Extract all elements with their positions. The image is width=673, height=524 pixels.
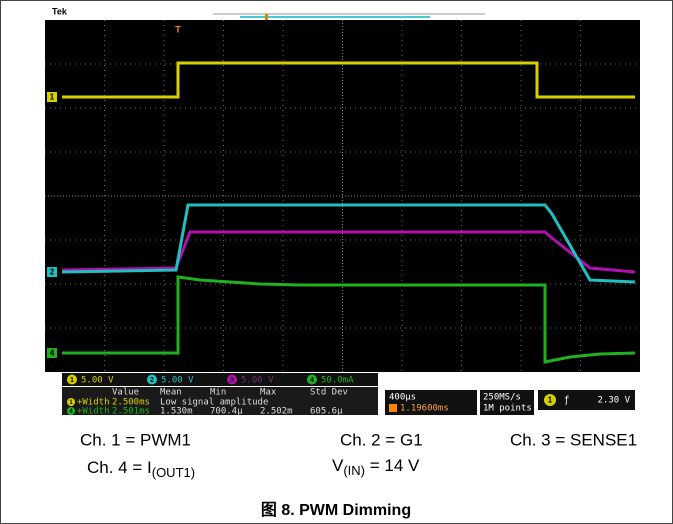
timebase: 400µs [389, 393, 416, 403]
channel-icon [67, 374, 77, 385]
caption: Ch. 1 = PWM1 [80, 430, 191, 449]
caption: Ch. 2 = G1 [340, 430, 423, 449]
measure-channel: 1 [69, 400, 73, 406]
channel-icon [147, 374, 157, 385]
channel-number: 1 [70, 377, 74, 384]
marker-label: 1 [50, 93, 55, 102]
caption-sub: (IN) [343, 463, 365, 478]
trigger-channel: 1 [548, 396, 553, 405]
channel-icon [307, 374, 317, 385]
channel-number: 4 [310, 377, 314, 384]
trigger-marker: T [175, 24, 181, 34]
trace-ch2 [61, 203, 636, 284]
marker-ch1 [47, 92, 57, 102]
channel-number: 3 [230, 377, 234, 384]
trigger-slope: ƒ [564, 396, 569, 406]
marker-label: 4 [50, 349, 55, 358]
channel-scale: 5.00 V [241, 376, 274, 386]
caption-text: V [332, 456, 344, 475]
measure-cell: 605.6µ [310, 407, 343, 417]
caption-text: = 14 V [365, 456, 420, 475]
trigger-box [538, 390, 635, 410]
trace-ch1 [62, 61, 635, 99]
measure-label: +Width [77, 407, 110, 417]
marker-label: 2 [50, 268, 55, 277]
trigger-level: 2.30 V [597, 396, 630, 406]
channel-scale: 5.00 V [161, 376, 194, 386]
trigger-icon [389, 404, 397, 412]
measure-cell: 700.4µ [210, 407, 243, 417]
trigger-channel-icon [544, 394, 556, 406]
caption-text: Ch. 4 = I [87, 458, 152, 477]
brand: Tek [52, 6, 68, 16]
measure-cell: 2.502m [260, 407, 293, 417]
measure-cell: Low signal amplitude [160, 398, 268, 408]
channel-scale: 5.00 V [81, 376, 114, 386]
measure-cell: 2.501ms [112, 407, 150, 417]
trigger-position: 1.19600ms [400, 404, 449, 414]
caption: V(IN) = 14 V [332, 456, 420, 478]
channel-bar [62, 373, 378, 386]
measure-cell: 1.530m [160, 407, 193, 417]
trigger-pos [265, 14, 268, 20]
caption: Ch. 3 = SENSE1 [510, 430, 637, 449]
channel-markers: 1 2 4 [47, 92, 57, 358]
marker-ch4 [47, 348, 57, 358]
channel-number: 2 [150, 377, 154, 384]
measure-cell: 2.500ms [112, 398, 150, 408]
measure-label: +Width [77, 398, 110, 408]
sample-rate: 250MS/s [483, 393, 521, 403]
measure-header: Mean [160, 388, 182, 398]
graticule [45, 20, 640, 372]
measure-header: Std Dev [310, 388, 348, 398]
measure-channel: 4 [69, 409, 73, 415]
measure-header: Max [260, 388, 277, 398]
timebase-box [385, 390, 477, 415]
measure-header: Min [210, 388, 226, 398]
measure-box [62, 387, 378, 415]
record-length: 1M points [483, 404, 532, 414]
caption-sub: (OUT1) [152, 465, 195, 480]
measure-header: Value [112, 388, 139, 398]
measure-icon [67, 398, 75, 406]
trace-ch4 [62, 275, 636, 364]
channel-icon [227, 374, 237, 385]
figure-title: 图 8. PWM Dimming [261, 501, 411, 519]
channel-scale: 50.0mA [321, 376, 354, 386]
marker-ch2 [47, 267, 57, 277]
acq-box [480, 390, 534, 415]
measure-icon [67, 407, 75, 415]
caption: Ch. 4 = I(OUT1) [87, 458, 195, 480]
